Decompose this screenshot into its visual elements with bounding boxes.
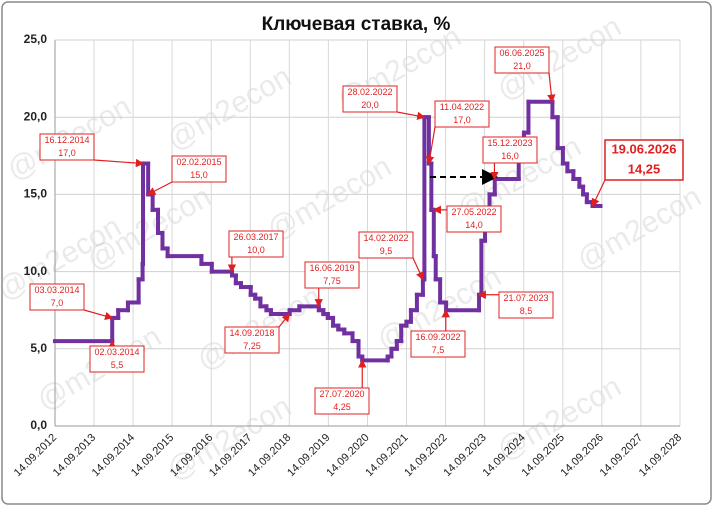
annotation-date: 02.03.2014 xyxy=(94,347,139,357)
annotation-date: 19.06.2026 xyxy=(611,141,676,156)
annotation-box xyxy=(228,230,284,258)
annotation-date: 26.03.2017 xyxy=(233,232,278,242)
annotation-value: 14,0 xyxy=(465,220,483,230)
y-tick-label: 25,0 xyxy=(24,32,48,46)
annotation-date: 16.06.2019 xyxy=(309,263,354,273)
annotation-box xyxy=(89,345,145,373)
annotation-value: 10,0 xyxy=(247,245,265,255)
annotation-value: 5,5 xyxy=(111,360,124,370)
annotation-box xyxy=(434,100,490,128)
y-tick-label: 0,0 xyxy=(30,418,47,432)
annotation-date: 27.05.2022 xyxy=(451,207,496,217)
annotation-arrow xyxy=(147,181,173,195)
annotation-box xyxy=(224,326,280,354)
annotation-value: 21,0 xyxy=(513,61,531,71)
annotations: 16.12.2014 17,0 02.02.2015 15,0 03.03.2014 7,… xyxy=(29,46,684,415)
chart-title: Ключевая ставка, % xyxy=(262,14,451,35)
annotation-box xyxy=(314,387,370,415)
annotation-value: 17,0 xyxy=(453,115,471,125)
annotation-box xyxy=(29,283,85,311)
annotation-box xyxy=(39,133,95,161)
annotation-arrow xyxy=(93,158,145,168)
annotation-box xyxy=(604,139,684,181)
annotation-value: 9,5 xyxy=(380,246,393,256)
annotation-value: 20,0 xyxy=(361,100,379,110)
annotation-arrow xyxy=(547,72,556,103)
annotation-box xyxy=(342,85,398,113)
annotation-date: 06.06.2025 xyxy=(499,48,544,58)
annotation-box xyxy=(358,231,414,259)
y-tick-label: 20,0 xyxy=(24,109,48,123)
annotation-arrow xyxy=(396,111,426,120)
annotation-value: 7,25 xyxy=(243,341,261,351)
y-tick-label: 10,0 xyxy=(24,264,48,278)
annotation-arrow xyxy=(412,257,424,281)
annotation-box xyxy=(482,136,538,164)
annotation-box xyxy=(494,46,550,74)
annotation-box xyxy=(304,261,360,289)
annotation-value: 7,5 xyxy=(432,345,445,355)
annotation-date: 14.02.2022 xyxy=(363,233,408,243)
annotation-box xyxy=(410,330,466,358)
annotation-arrow xyxy=(591,179,606,208)
annotation-box xyxy=(446,205,502,233)
annotation-value: 8,5 xyxy=(520,306,533,316)
annotation-date: 02.02.2015 xyxy=(176,157,221,167)
annotation-value: 16,0 xyxy=(501,151,519,161)
annotation-date: 14.09.2018 xyxy=(229,328,274,338)
annotation-arrow xyxy=(83,309,114,321)
annotation-date: 15.12.2023 xyxy=(487,138,532,148)
annotation-date: 11.04.2022 xyxy=(440,102,484,112)
annotation-date: 16.12.2014 xyxy=(44,135,89,145)
annotation-arrow xyxy=(278,313,291,328)
annotation-date: 03.03.2014 xyxy=(34,285,79,295)
annotation-box xyxy=(171,155,227,183)
annotation-value: 4,25 xyxy=(333,402,351,412)
annotation-arrow xyxy=(425,126,436,165)
annotation-date: 21.07.2023 xyxy=(503,293,548,303)
annotation-value: 15,0 xyxy=(190,170,208,180)
annotation-date: 16.09.2022 xyxy=(415,332,460,342)
y-tick-label: 5,0 xyxy=(30,341,47,355)
annotation-value: 7,0 xyxy=(51,298,64,308)
annotation-value: 7,75 xyxy=(323,276,341,286)
annotation-value: 14,25 xyxy=(628,161,661,176)
annotation-box xyxy=(498,291,554,319)
annotation-value: 17,0 xyxy=(58,148,76,158)
y-tick-label: 15,0 xyxy=(24,187,48,201)
annotation-date: 27.07.2020 xyxy=(319,389,364,399)
annotation-date: 28.02.2022 xyxy=(347,87,392,97)
